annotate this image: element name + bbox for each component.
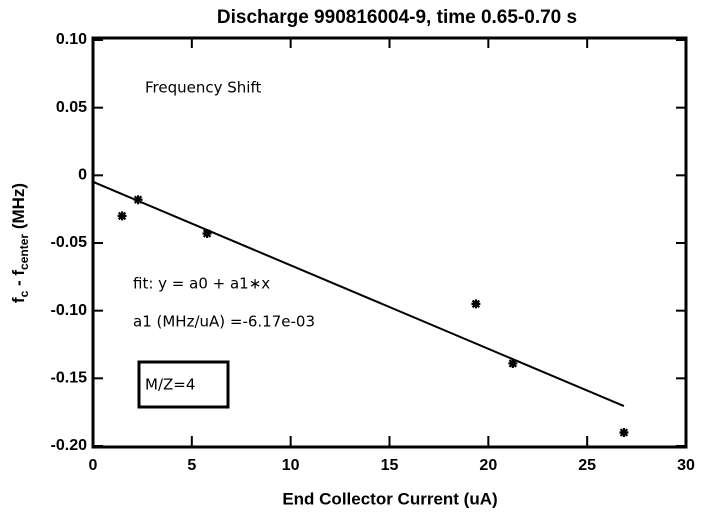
x-tick-label: 10: [282, 457, 300, 474]
annotation-box: [137, 360, 230, 409]
x-tick-label: 30: [677, 457, 695, 474]
data-point: [471, 299, 481, 309]
y-axis-label: fc - fcenter (MHz): [9, 183, 31, 303]
x-tick-label: 0: [89, 457, 98, 474]
x-tick-label: 5: [187, 457, 196, 474]
data-point: [117, 211, 127, 221]
y-tick-label: -0.05: [51, 234, 88, 251]
annotation: a1 (MHz/uA) =-6.17e-03: [133, 313, 315, 331]
data-point: [202, 229, 212, 239]
x-tick-label: 20: [479, 457, 497, 474]
x-tick-label: 15: [381, 457, 399, 474]
y-tick-label: -0.20: [51, 437, 88, 454]
y-tick-label: 0: [78, 167, 87, 184]
data-point: [508, 358, 518, 368]
y-label-part: f: [9, 297, 28, 303]
x-axis-label: End Collector Current (uA): [282, 489, 497, 508]
annotation: Frequency Shift: [145, 79, 261, 97]
y-label-part: center: [17, 234, 31, 270]
y-label-part: c: [17, 290, 31, 297]
y-tick-label: -0.15: [51, 370, 88, 387]
y-tick-label: 0.05: [56, 99, 87, 116]
annotation: M/Z=4: [145, 376, 195, 394]
annotation: fit: y = a0 + a1∗x: [133, 275, 270, 293]
y-label-part: (MHz): [9, 183, 28, 234]
chart-title: Discharge 990816004-9, time 0.65-0.70 s: [217, 7, 577, 28]
data-point: [133, 195, 143, 205]
y-label-part: - f: [9, 270, 28, 291]
x-tick-label: 25: [578, 457, 596, 474]
data-point: [619, 427, 629, 437]
y-tick-label: -0.10: [51, 302, 88, 319]
y-tick-label: 0.10: [56, 31, 87, 48]
fit-line: [92, 180, 625, 407]
